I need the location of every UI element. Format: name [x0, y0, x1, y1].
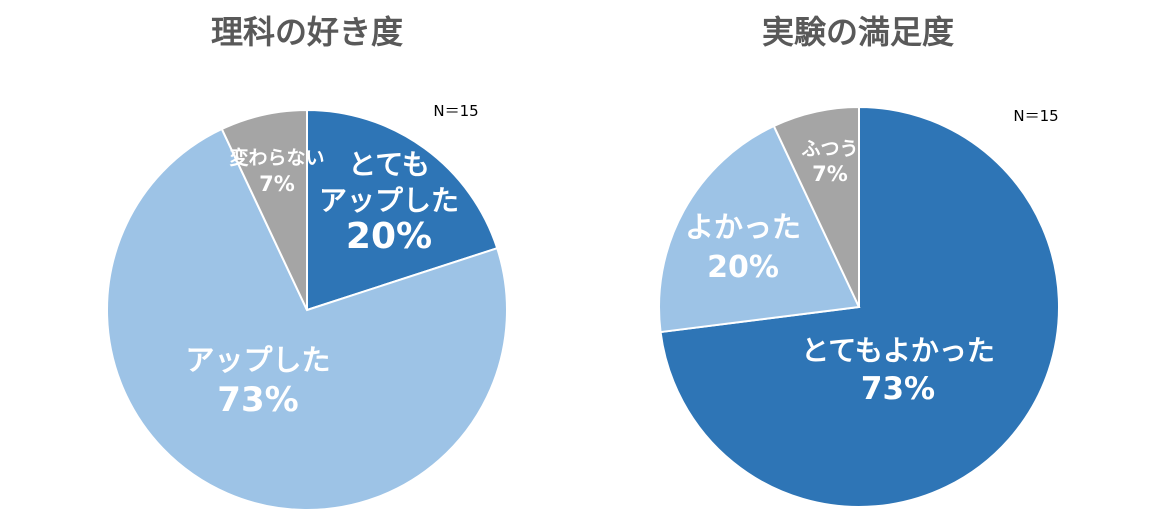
slice-percent-text: 73%: [861, 371, 935, 407]
slice-category-text: アップした: [319, 184, 459, 217]
slice-percent-text: 73%: [217, 380, 298, 420]
pie-slice: [220, 108, 308, 311]
slice-category-text: よかった: [685, 210, 801, 244]
slice-percent-text: 7%: [812, 162, 848, 186]
slice-category-text: 変わらない: [229, 146, 324, 169]
pie-slices: [106, 108, 508, 511]
pie-slice: [306, 108, 499, 312]
slice-category-text: アップした: [185, 343, 330, 377]
sample-size-note: N＝15: [433, 102, 478, 120]
pie-chart-science-liking: 理科の好き度 N＝15 とてもアップした 20%アップした 73%変わらない 7%: [106, 13, 508, 511]
slice-category-text: とても: [348, 148, 430, 181]
slice-labels: とてもアップした 20%アップした 73%変わらない 7%: [185, 146, 459, 420]
slice-label: 変わらない 7%: [229, 146, 324, 196]
slice-labels: とてもよかった 73% よかった 20% ふつう 7%: [685, 138, 995, 407]
slice-label: ふつう 7%: [801, 138, 858, 186]
pie-slice: [658, 124, 861, 334]
chart-title: 理科の好き度: [211, 13, 403, 51]
pie-chart-experiment-satisfaction: 実験の満足度 N＝15 とてもよかった 73% よかった 20% ふつう 7%: [658, 13, 1060, 508]
slice-percent-text: 20%: [346, 216, 432, 257]
pie-slice: [106, 127, 508, 511]
slice-category-text: とてもよかった: [801, 334, 995, 367]
slice-category-text: ふつう: [801, 138, 858, 160]
slice-label: とてもアップした 20%: [319, 148, 459, 257]
slice-label: とてもよかった 73%: [801, 334, 995, 407]
slice-percent-text: 7%: [259, 172, 295, 196]
slice-label: よかった 20%: [685, 210, 801, 285]
slice-percent-text: 20%: [707, 250, 779, 285]
sample-size-note: N＝15: [1013, 107, 1058, 125]
pie-slices: [658, 105, 1060, 508]
slice-label: アップした 73%: [185, 343, 330, 420]
chart-title: 実験の満足度: [762, 13, 954, 51]
pie-slice: [772, 105, 860, 308]
